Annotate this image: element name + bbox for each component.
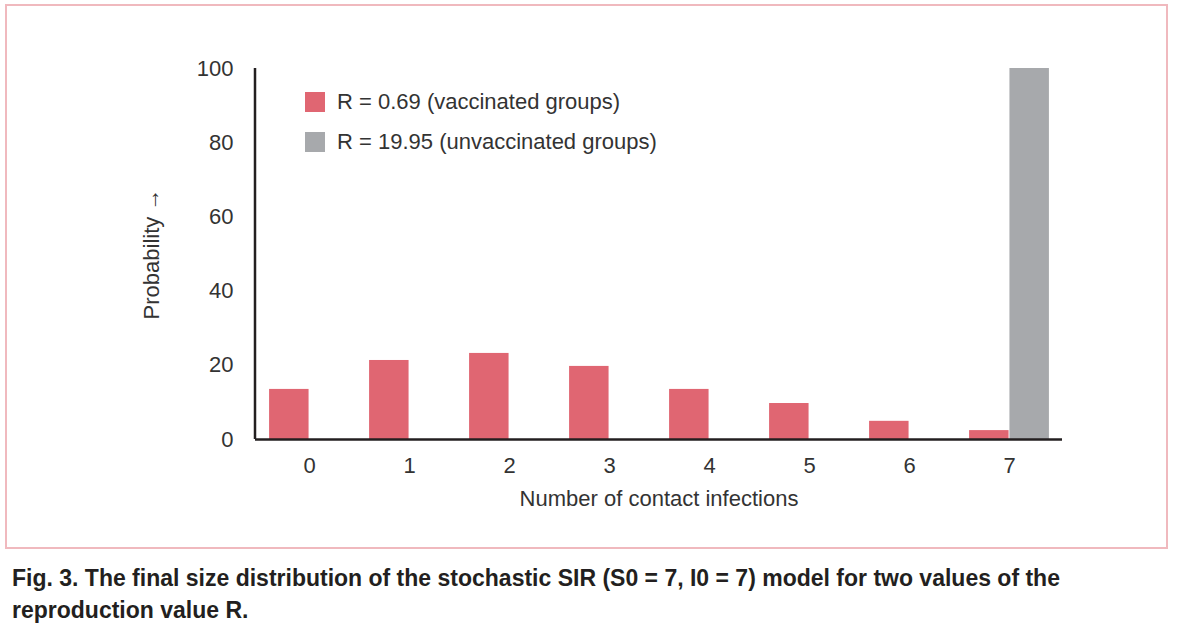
svg-text:Probability →: Probability → xyxy=(139,189,164,320)
svg-text:1: 1 xyxy=(403,453,415,478)
svg-text:5: 5 xyxy=(803,453,815,478)
html-text:R = 19.95 (unvaccinated groups: R = 19.95 (unvaccinated groups) xyxy=(337,129,657,154)
svg-text:2: 2 xyxy=(503,453,515,478)
svg-text:0: 0 xyxy=(221,427,233,452)
svg-text:60: 60 xyxy=(209,204,233,229)
svg-text:0: 0 xyxy=(303,453,315,478)
html-text:R = 0.69 (vaccinated groups): R = 0.69 (vaccinated groups) xyxy=(337,89,621,114)
svg-text:80: 80 xyxy=(209,130,233,155)
svg-text:100: 100 xyxy=(197,56,234,81)
svg-text:Number of contact infections: Number of contact infections xyxy=(520,486,799,511)
svg-text:20: 20 xyxy=(209,352,233,377)
svg-text:6: 6 xyxy=(903,453,915,478)
html-text:Fig. 3. The final size distrib: Fig. 3. The final size distribution of t… xyxy=(12,565,1060,623)
svg-text:3: 3 xyxy=(603,453,615,478)
svg-text:4: 4 xyxy=(703,453,715,478)
svg-text:40: 40 xyxy=(209,278,233,303)
svg-text:7: 7 xyxy=(1003,453,1015,478)
